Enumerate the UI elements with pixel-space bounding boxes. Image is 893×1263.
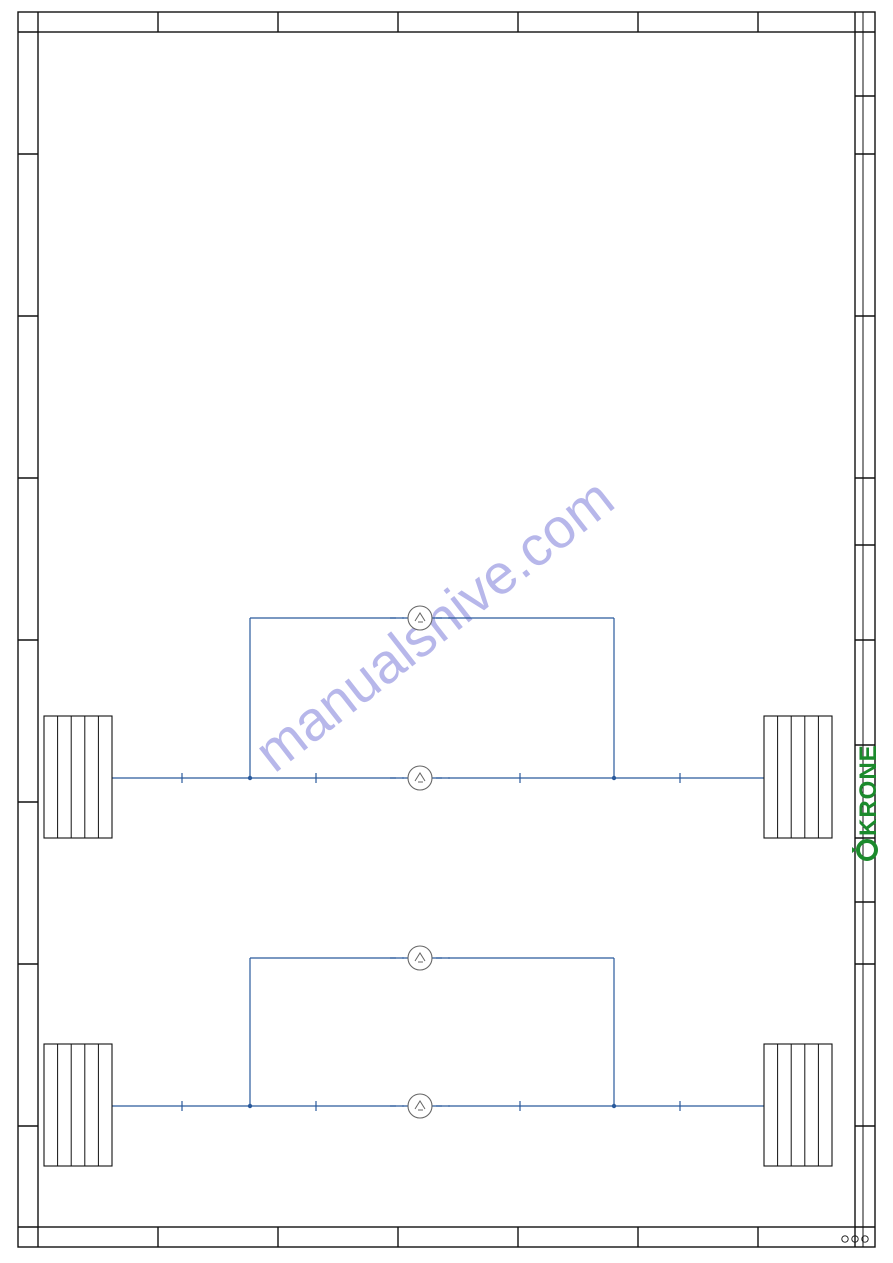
watermark-text: manualshive.com — [243, 466, 625, 784]
krone-logo-text: KRONE — [855, 744, 882, 836]
wheel — [44, 1044, 112, 1166]
axle-assembly-1 — [112, 958, 764, 1111]
wheel — [764, 716, 832, 838]
corner-mark-circle — [842, 1236, 848, 1242]
wheel — [44, 716, 112, 838]
wheel — [764, 1044, 832, 1166]
krone-logo: KRONE — [852, 744, 882, 859]
diagram-canvas: manualshive.com KRONE — [0, 0, 893, 1263]
